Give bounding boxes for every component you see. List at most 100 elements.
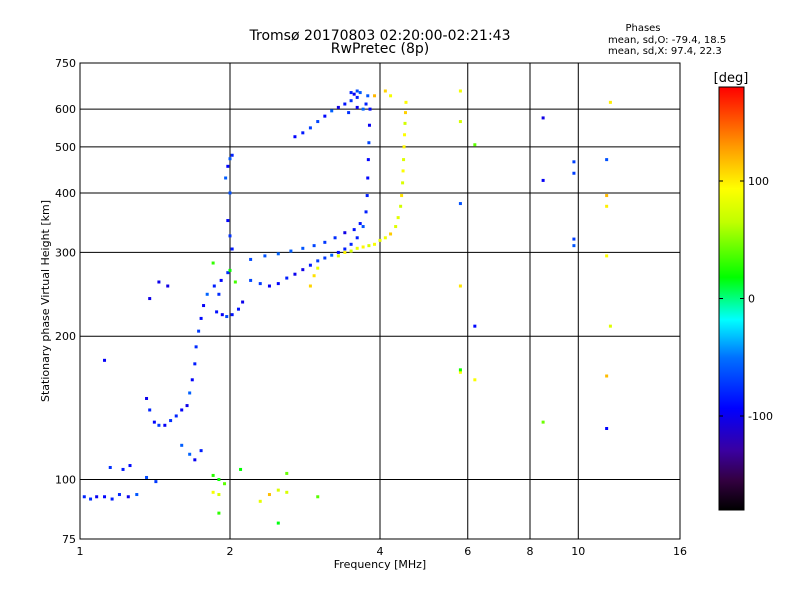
- colorbar-ticks: 100 0 -100: [719, 175, 773, 423]
- data-point: [401, 181, 405, 185]
- data-point: [285, 276, 289, 280]
- y-tick-label: 200: [55, 330, 76, 343]
- data-point: [343, 102, 347, 106]
- data-point: [197, 329, 201, 333]
- data-point: [316, 266, 320, 270]
- data-point: [249, 257, 253, 261]
- data-point: [190, 378, 194, 382]
- data-point: [402, 158, 406, 162]
- data-point: [473, 378, 477, 382]
- data-point: [352, 228, 356, 232]
- data-point: [89, 497, 93, 501]
- data-point: [458, 284, 462, 288]
- data-point: [349, 242, 353, 246]
- data-point: [308, 126, 312, 130]
- data-point: [121, 467, 125, 471]
- data-point: [605, 426, 609, 430]
- data-point: [285, 490, 289, 494]
- data-point: [323, 256, 327, 260]
- data-point: [312, 244, 316, 248]
- data-point: [365, 194, 369, 198]
- data-point: [217, 478, 221, 482]
- data-point: [458, 370, 462, 374]
- data-point: [228, 268, 232, 272]
- data-point: [117, 493, 121, 497]
- x-tick-label: 4: [377, 545, 384, 558]
- data-point: [458, 368, 462, 372]
- data-point: [343, 247, 347, 251]
- x-tick-label: 2: [227, 545, 234, 558]
- data-point: [233, 280, 237, 284]
- data-point: [333, 236, 337, 240]
- data-point: [217, 493, 221, 497]
- data-point: [401, 169, 405, 173]
- data-point: [358, 91, 362, 95]
- data-point: [301, 246, 305, 250]
- data-point: [323, 114, 327, 118]
- data-point: [541, 178, 545, 182]
- data-point: [293, 272, 297, 276]
- data-point: [541, 116, 545, 120]
- data-point: [373, 242, 377, 246]
- data-point: [367, 244, 371, 248]
- data-point: [103, 358, 107, 362]
- data-point: [336, 105, 340, 109]
- data-point: [212, 284, 216, 288]
- data-point: [276, 488, 280, 492]
- data-point: [355, 246, 359, 250]
- data-point: [226, 219, 230, 223]
- data-point: [230, 313, 234, 317]
- data-point: [126, 495, 130, 499]
- data-point: [361, 225, 365, 229]
- data-point: [330, 253, 334, 257]
- data-point: [396, 216, 400, 220]
- data-point: [361, 245, 365, 249]
- data-point: [316, 495, 320, 499]
- data-point: [135, 493, 139, 497]
- data-point: [403, 111, 407, 115]
- data-point: [157, 423, 161, 427]
- data-point: [301, 131, 305, 135]
- data-point: [349, 99, 353, 103]
- data-point: [199, 316, 203, 320]
- data-point: [128, 464, 132, 468]
- data-point: [336, 250, 340, 254]
- data-point: [366, 94, 370, 98]
- data-point: [154, 480, 158, 484]
- data-point: [403, 133, 407, 137]
- data-point: [404, 100, 408, 104]
- data-point: [330, 109, 334, 113]
- data-point: [226, 271, 230, 275]
- colorbar-tick-label: 0: [748, 293, 755, 306]
- data-point: [373, 94, 377, 98]
- data-point: [605, 158, 609, 162]
- y-tick-label: 100: [55, 474, 76, 487]
- y-tick-label: 500: [55, 141, 76, 154]
- data-point: [185, 404, 189, 408]
- data-point: [169, 419, 173, 423]
- data-point: [217, 292, 221, 296]
- data-point: [163, 423, 167, 427]
- x-tick-label: 8: [527, 545, 534, 558]
- data-point: [95, 495, 99, 499]
- data-point: [343, 250, 347, 254]
- data-point: [211, 490, 215, 494]
- data-point: [193, 458, 197, 462]
- colorbar-tick-label: 100: [748, 175, 769, 188]
- data-point: [148, 408, 152, 412]
- data-point: [308, 263, 312, 267]
- data-point: [383, 236, 387, 240]
- data-point: [378, 238, 382, 242]
- data-point: [267, 493, 271, 497]
- data-point: [180, 443, 184, 447]
- data-point: [225, 315, 229, 319]
- data-point: [364, 102, 368, 106]
- data-point: [202, 304, 206, 308]
- data-point: [349, 91, 353, 95]
- data-point: [157, 280, 161, 284]
- data-point: [368, 107, 372, 111]
- data-points: [82, 89, 612, 525]
- data-point: [605, 254, 609, 258]
- phase-o-stats: mean, sd,O: -79.4, 18.5: [608, 35, 726, 46]
- data-point: [217, 511, 221, 515]
